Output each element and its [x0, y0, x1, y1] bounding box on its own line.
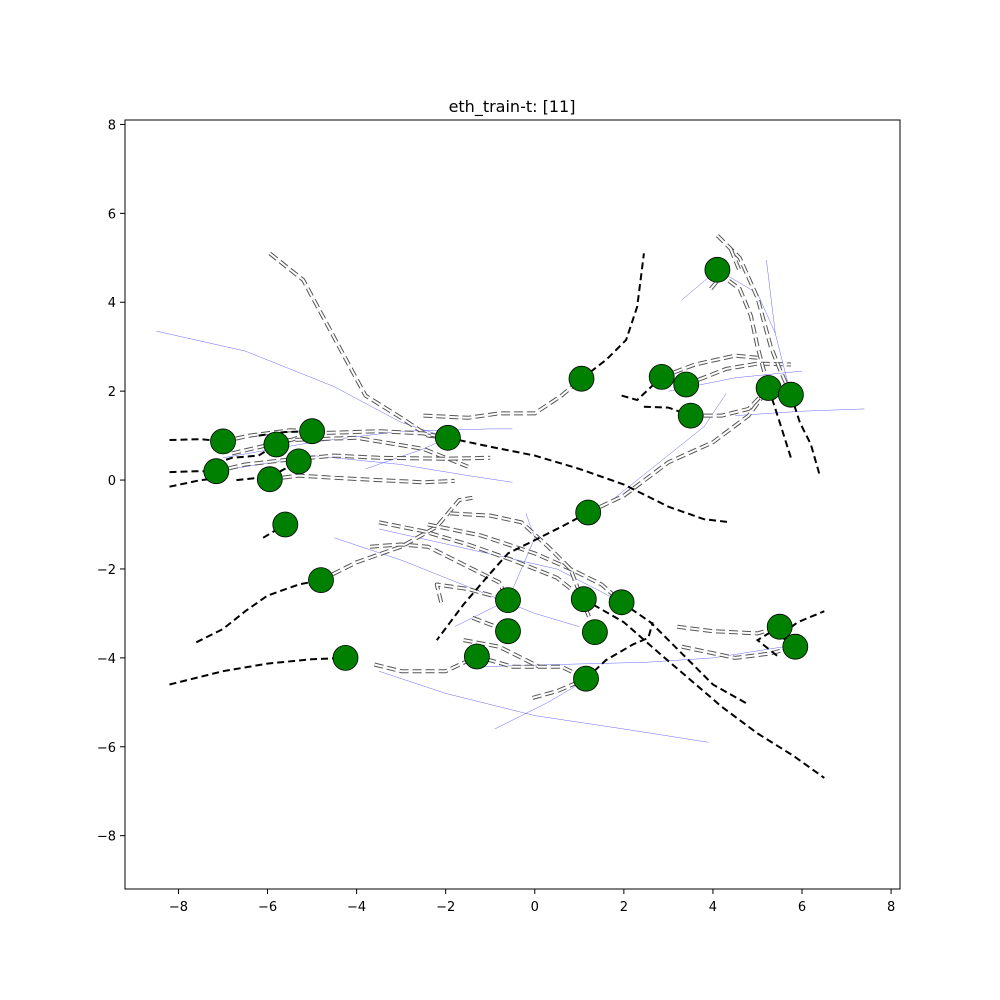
history-path-14: [463, 639, 540, 668]
history-path-19: [685, 362, 791, 386]
agent-marker-19: [648, 363, 675, 390]
x-tick-label: −2: [436, 900, 455, 915]
agent-marker-4: [285, 448, 312, 475]
chart-title: eth_train-t: [11]: [449, 97, 576, 117]
agent-marker-10: [463, 643, 490, 670]
prediction-path-14: [735, 408, 865, 416]
future-path-4: [236, 460, 300, 482]
y-tick-label: 6: [108, 207, 116, 222]
history-path-0: [269, 252, 449, 439]
y-tick-label: −2: [97, 563, 116, 578]
future-path-19: [777, 610, 825, 648]
y-tick-label: 8: [108, 118, 116, 133]
agent-marker-2: [263, 431, 290, 458]
future-path-8: [169, 656, 346, 686]
plot-frame: [124, 119, 901, 890]
prediction-path-12: [681, 269, 776, 334]
agent-marker-3: [299, 418, 326, 445]
agent-marker-20: [673, 371, 700, 398]
y-tick-label: 2: [108, 385, 116, 400]
future-path-1: [169, 470, 217, 474]
future-path-6: [262, 523, 286, 539]
agent-marker-14: [575, 499, 602, 526]
x-tick-label: −4: [347, 900, 366, 915]
history-path-6: [269, 474, 455, 484]
history-path-12: [450, 512, 596, 633]
agent-marker-11: [495, 587, 521, 613]
history-path-11: [435, 583, 509, 603]
agent-marker-0: [210, 428, 236, 455]
history-path-18: [661, 354, 758, 378]
future-path-20: [755, 625, 781, 659]
x-axis: −8 −6 −4 −2 0 2 4 6 8: [169, 889, 895, 915]
agent-marker-1: [203, 458, 230, 485]
y-tick-label: −4: [97, 652, 116, 667]
prediction-path-10: [614, 393, 727, 498]
agent-marker-24: [778, 381, 804, 408]
agent-marker-13: [568, 365, 595, 392]
agent-marker-9: [332, 645, 359, 671]
agent-marker-12: [495, 618, 521, 645]
prediction-path-13: [766, 259, 792, 395]
x-tick-label: 2: [620, 900, 628, 915]
x-tick-label: −6: [258, 900, 277, 915]
y-tick-label: 4: [108, 296, 116, 311]
history-path-5: [216, 454, 491, 473]
agent-marker-6: [272, 511, 299, 538]
x-tick-label: 4: [709, 900, 717, 915]
history-path-23: [729, 248, 741, 272]
x-tick-label: 8: [887, 900, 895, 915]
prediction-path-9: [454, 513, 536, 627]
agent-marker-8: [308, 567, 334, 593]
history-path-22: [716, 234, 792, 396]
history-path-20: [690, 387, 770, 417]
x-tick-label: 6: [798, 900, 806, 915]
agent-marker-25: [766, 613, 793, 640]
agent-marker-23: [755, 375, 782, 401]
y-tick-label: −6: [97, 741, 116, 756]
future-path-14: [585, 622, 654, 680]
agent-marker-17: [608, 589, 635, 616]
future-path-11: [435, 511, 589, 641]
prediction-path-5: [378, 670, 709, 743]
future-path-18: [789, 394, 821, 476]
y-axis: −8 −6 −4 −2 0 2 4 6 8: [97, 118, 125, 845]
agent-marker-18: [573, 665, 599, 692]
history-path-25: [681, 645, 796, 659]
future-path-9: [447, 436, 731, 524]
agent-marker-15: [570, 586, 597, 613]
future-path-10: [580, 253, 645, 380]
prediction-path-4: [334, 537, 580, 627]
agent-marker-26: [782, 633, 809, 660]
history-path-17: [587, 387, 770, 514]
x-tick-label: 0: [531, 900, 539, 915]
future-path-12: [583, 598, 825, 779]
prediction-path-7: [494, 678, 589, 730]
future-path-16: [643, 405, 692, 417]
agent-marker-22: [704, 256, 731, 283]
agent-marker-21: [677, 402, 704, 429]
agent-markers: [203, 256, 809, 692]
history-path-1: [423, 377, 583, 419]
y-tick-label: −8: [97, 830, 116, 845]
agent-marker-5: [256, 466, 283, 493]
history-path-7: [320, 496, 473, 581]
future-path-13: [621, 601, 750, 706]
history-path-2: [276, 430, 449, 446]
future-path-7: [195, 579, 322, 644]
history-path-10: [427, 523, 623, 604]
y-tick-label: 0: [108, 474, 116, 489]
agent-marker-16: [582, 619, 608, 645]
x-tick-label: −8: [169, 900, 188, 915]
agent-marker-7: [434, 424, 461, 451]
